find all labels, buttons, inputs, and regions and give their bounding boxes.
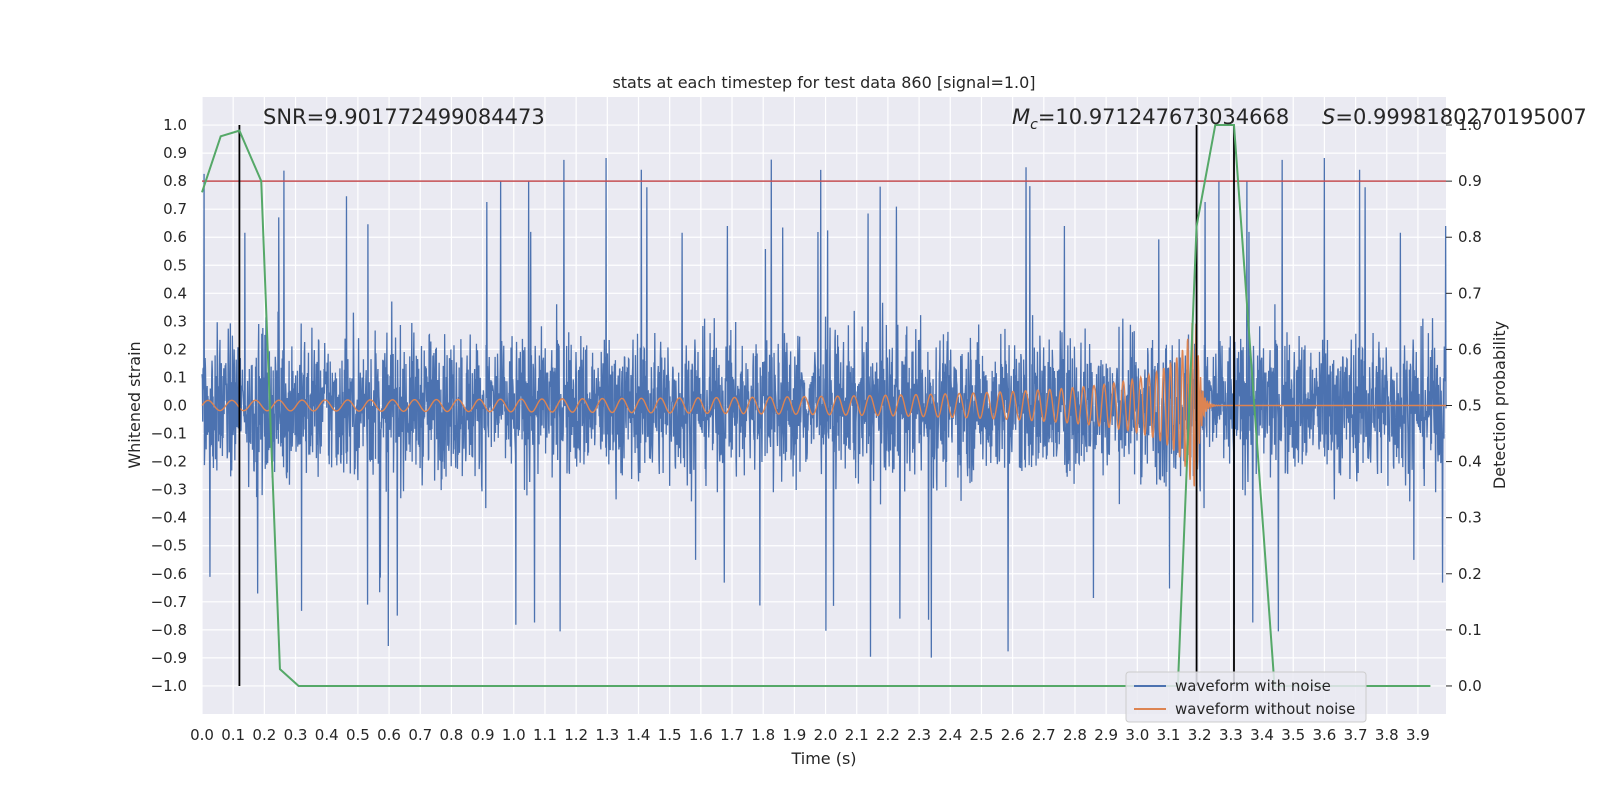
score-value: =0.9998180270195007 bbox=[1335, 105, 1586, 129]
x-tick-label: 0.9 bbox=[471, 726, 495, 744]
x-tick-label: 2.4 bbox=[938, 726, 962, 744]
x-tick-label: 0.7 bbox=[408, 726, 432, 744]
chirp-mass-annotation: Mc=10.971247673034668 bbox=[1012, 105, 1289, 133]
x-tick-label: 1.1 bbox=[533, 726, 557, 744]
chart-title: stats at each timestep for test data 860… bbox=[612, 73, 1035, 92]
y2-tick-label: 0.2 bbox=[1458, 565, 1482, 583]
x-tick-label: 2.2 bbox=[876, 726, 900, 744]
y2-tick-label: 0.1 bbox=[1458, 621, 1482, 639]
x-tick-label: 3.6 bbox=[1312, 726, 1336, 744]
x-tick-label: 3.2 bbox=[1188, 726, 1212, 744]
y2-tick-label: 0.4 bbox=[1458, 453, 1482, 471]
chirp-mass-value: =10.971247673034668 bbox=[1038, 105, 1289, 129]
x-tick-label: 1.4 bbox=[627, 726, 651, 744]
y-tick-label: 0.0 bbox=[163, 397, 187, 415]
y-tick-label: 0.6 bbox=[163, 228, 187, 246]
y2-tick-label: 0.0 bbox=[1458, 677, 1482, 695]
y2-tick-label: 0.9 bbox=[1458, 172, 1482, 190]
x-tick-label: 3.0 bbox=[1125, 726, 1149, 744]
y2-tick-label: 0.3 bbox=[1458, 509, 1482, 527]
x-tick-label: 0.5 bbox=[346, 726, 370, 744]
y-tick-label: −0.4 bbox=[151, 509, 187, 527]
y-tick-label: 0.5 bbox=[163, 256, 187, 274]
y-tick-label: −0.1 bbox=[151, 425, 187, 443]
y2-tick-label: 0.7 bbox=[1458, 284, 1482, 302]
x-tick-label: 0.3 bbox=[284, 726, 308, 744]
x-tick-label: 1.2 bbox=[564, 726, 588, 744]
chirp-mass-subscript: c bbox=[1030, 117, 1038, 133]
y-tick-label: 0.1 bbox=[163, 368, 187, 386]
y2-tick-label: 0.5 bbox=[1458, 397, 1482, 415]
x-tick-label: 3.4 bbox=[1250, 726, 1274, 744]
legend-box bbox=[1125, 671, 1367, 723]
x-tick-label: 0.6 bbox=[377, 726, 401, 744]
y2-tick-label: 1.0 bbox=[1458, 116, 1482, 134]
y2-tick-label: 0.8 bbox=[1458, 228, 1482, 246]
x-axis-label: Time (s) bbox=[790, 749, 856, 768]
x-tick-label: 1.5 bbox=[658, 726, 682, 744]
x-tick-label: 2.0 bbox=[814, 726, 838, 744]
legend-label-clean: waveform without noise bbox=[1175, 700, 1355, 718]
x-tick-label: 2.3 bbox=[907, 726, 931, 744]
x-tick-label: 1.3 bbox=[595, 726, 619, 744]
x-tick-label: 1.6 bbox=[689, 726, 713, 744]
series-detection-probability bbox=[201, 124, 1431, 687]
x-tick-label: 2.7 bbox=[1032, 726, 1056, 744]
x-tick-label: 2.8 bbox=[1063, 726, 1087, 744]
x-tick-label: 3.5 bbox=[1281, 726, 1305, 744]
x-tick-label: 0.1 bbox=[221, 726, 245, 744]
x-tick-label: 0.8 bbox=[439, 726, 463, 744]
x-tick-label: 1.9 bbox=[782, 726, 806, 744]
y-tick-label: −0.9 bbox=[151, 649, 187, 667]
y-tick-label: −0.2 bbox=[151, 453, 187, 471]
x-tick-label: 3.8 bbox=[1375, 726, 1399, 744]
y-tick-label: −1.0 bbox=[151, 677, 187, 695]
x-tick-label: 0.4 bbox=[315, 726, 339, 744]
x-tick-label: 1.8 bbox=[751, 726, 775, 744]
legend-label-noise: waveform with noise bbox=[1175, 677, 1331, 695]
x-tick-label: 1.0 bbox=[502, 726, 526, 744]
y-tick-label: 0.2 bbox=[163, 340, 187, 358]
y-tick-label: −0.8 bbox=[151, 621, 187, 639]
y-tick-label: −0.3 bbox=[151, 481, 187, 499]
y2-tick-label: 0.6 bbox=[1458, 340, 1482, 358]
x-tick-label: 3.9 bbox=[1406, 726, 1430, 744]
chirp-line bbox=[201, 323, 1446, 487]
x-tick-label: 0.2 bbox=[252, 726, 276, 744]
series-waveform-without-noise bbox=[201, 323, 1446, 487]
series-waveform-with-noise bbox=[201, 157, 1447, 658]
x-tick-label: 3.3 bbox=[1219, 726, 1243, 744]
y-tick-label: −0.6 bbox=[151, 565, 187, 583]
chirp-mass-symbol: M bbox=[1012, 105, 1030, 129]
noise-line bbox=[201, 157, 1447, 658]
y-tick-label: 0.8 bbox=[163, 172, 187, 190]
x-tick-labels: 0.0 0.1 0.2 0.3 0.4 0.5 0.6 0.7 0.8 0.9 1.0 1.1 1.2 1… bbox=[190, 726, 1430, 744]
x-tick-label: 2.1 bbox=[845, 726, 869, 744]
x-tick-label: 1.7 bbox=[720, 726, 744, 744]
x-tick-label: 0.0 bbox=[190, 726, 214, 744]
x-tick-label: 3.1 bbox=[1157, 726, 1181, 744]
y2-axis-label: Detection probability bbox=[1490, 321, 1509, 489]
x-tick-label: 2.6 bbox=[1001, 726, 1025, 744]
y-tick-label: 0.7 bbox=[163, 200, 187, 218]
y-tick-label: −0.5 bbox=[151, 537, 187, 555]
y-tick-label: 0.9 bbox=[163, 144, 187, 162]
x-tick-label: 3.7 bbox=[1344, 726, 1368, 744]
y-tick-label: 0.3 bbox=[163, 312, 187, 330]
x-tick-label: 2.9 bbox=[1094, 726, 1118, 744]
legend: waveform with noise waveform without noi… bbox=[1125, 671, 1367, 723]
y-tick-label: 0.4 bbox=[163, 284, 187, 302]
x-tick-label: 2.5 bbox=[970, 726, 994, 744]
score-symbol: S bbox=[1322, 105, 1335, 129]
y-tick-label: −0.7 bbox=[151, 593, 187, 611]
y-axis-label: Whitened strain bbox=[125, 341, 144, 468]
y-tick-label: 1.0 bbox=[163, 116, 187, 134]
snr-annotation: SNR=9.901772499084473 bbox=[263, 105, 545, 129]
y2-tick-labels: 1.0 0.9 0.8 0.7 0.6 0.5 0.4 0.3 0.2 0.1 0.0 bbox=[1446, 116, 1482, 695]
probability-line bbox=[201, 124, 1431, 687]
score-annotation: S=0.9998180270195007 bbox=[1322, 105, 1587, 129]
y-tick-labels: 1.0 0.9 0.8 0.7 0.6 0.5 0.4 0.3 0.2 0.1 0.0 −0.1 −0.… bbox=[151, 116, 187, 695]
